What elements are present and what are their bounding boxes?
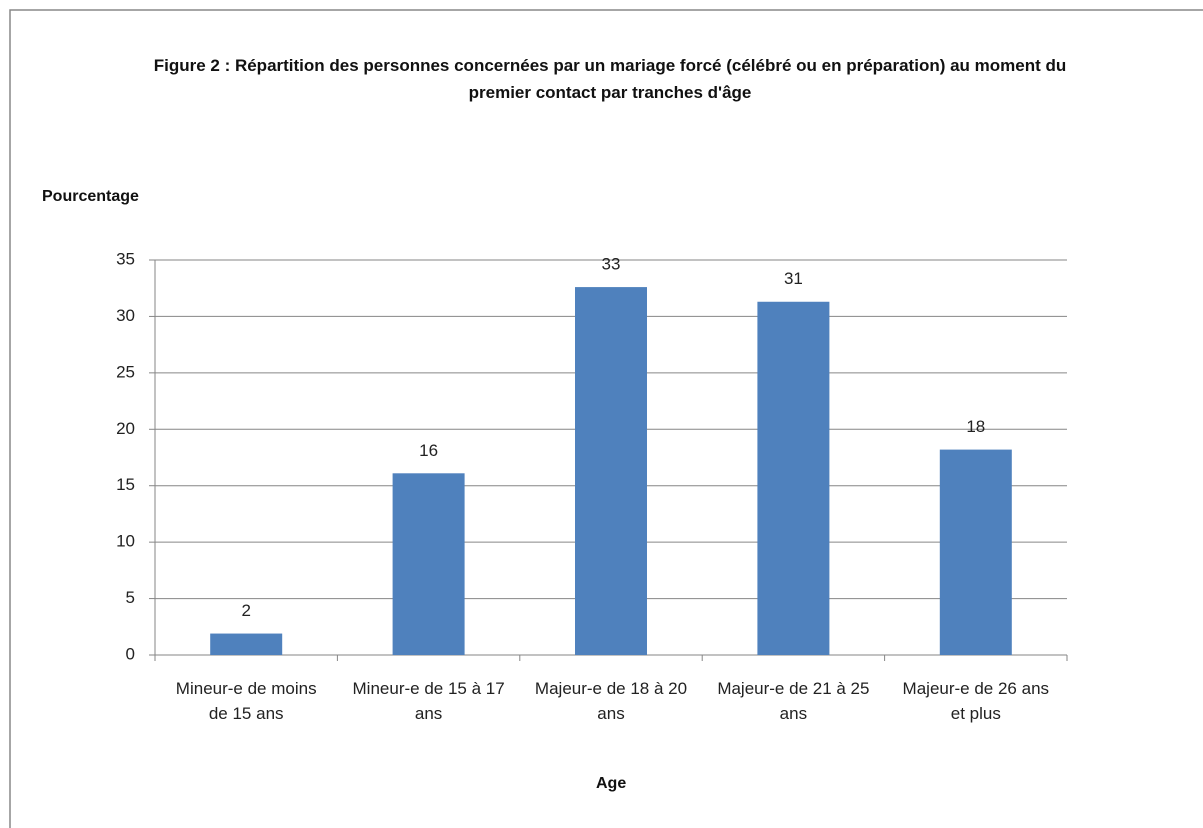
y-tick-label: 5 xyxy=(126,588,135,607)
y-tick-label: 20 xyxy=(116,419,135,438)
y-tick-label: 15 xyxy=(116,475,135,494)
y-tick-label: 30 xyxy=(116,306,135,325)
bar xyxy=(575,287,647,655)
x-tick-label: Mineur-e de 15 à 17 ans xyxy=(352,679,505,723)
data-label: 33 xyxy=(602,255,621,274)
bar xyxy=(392,473,465,655)
data-label: 16 xyxy=(419,441,438,460)
data-label: 31 xyxy=(784,269,803,288)
x-tick-label: Mineur-e de moins de 15 ans xyxy=(175,679,317,723)
x-tick-label: Majeur-e de 26 ans et plus xyxy=(902,679,1050,723)
x-axis-label: Age xyxy=(596,775,627,792)
bar xyxy=(757,301,830,655)
x-tick-label: Majeur-e de 18 à 20 ans xyxy=(534,679,688,723)
y-tick-label: 35 xyxy=(116,249,135,268)
bar xyxy=(210,633,283,655)
data-label: 2 xyxy=(241,601,250,620)
frame xyxy=(9,9,1203,828)
x-tick-label: Majeur-e de 21 à 25 ans xyxy=(717,679,870,723)
y-tick-label: 25 xyxy=(116,362,135,381)
y-axis-label: Pourcentage xyxy=(42,188,139,205)
y-tick-label: 0 xyxy=(126,644,135,663)
chart-title: Figure 2 : Répartition des personnes con… xyxy=(153,56,1067,102)
y-tick-label: 10 xyxy=(116,532,135,551)
bar xyxy=(939,449,1012,655)
data-label: 18 xyxy=(966,417,985,436)
